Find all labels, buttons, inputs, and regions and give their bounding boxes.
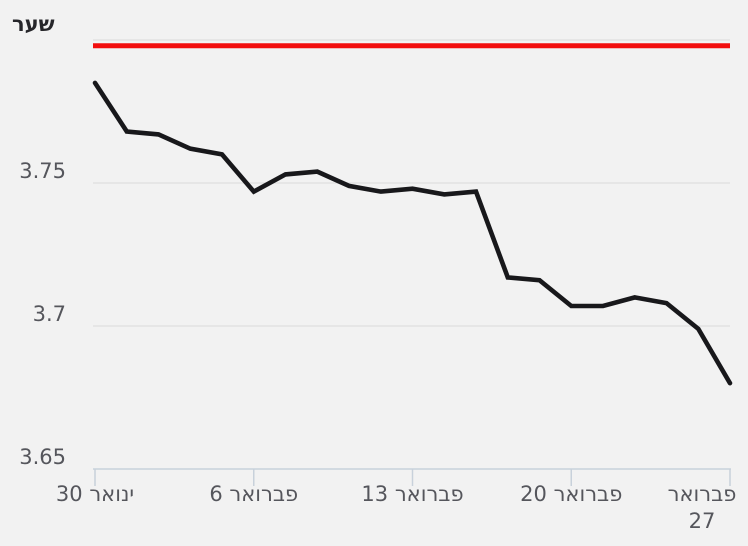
x-tick-label: פברואר 13 <box>361 482 464 506</box>
y-tick-label: 3.7 <box>32 302 66 326</box>
x-tick-label: פברואר 27 <box>667 482 737 533</box>
x-tick-label: ינואר 30 <box>55 482 135 506</box>
chart-title: שער <box>12 12 55 36</box>
x-tick-label: פברואר 6 <box>209 482 299 506</box>
x-tick-label: פברואר 20 <box>520 482 623 506</box>
y-tick-label: 3.65 <box>19 445 66 469</box>
y-tick-label: 3.75 <box>19 159 66 183</box>
series-line[interactable] <box>92 80 733 386</box>
